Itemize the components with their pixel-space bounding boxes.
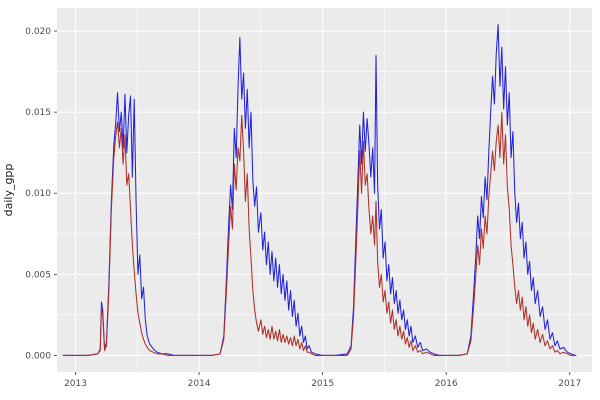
y-tick-label: 0.015 <box>25 108 51 118</box>
y-tick-label: 0.020 <box>25 27 51 37</box>
axis-labels: 2013 2014 2015 2016 2017 0.000 0.005 0.010 0.015… <box>25 27 581 389</box>
axis-ticks <box>54 30 571 375</box>
y-tick-label: 0.010 <box>25 189 51 199</box>
y-tick-label: 0.000 <box>25 351 51 361</box>
x-tick-label: 2016 <box>435 379 458 389</box>
x-tick-label: 2013 <box>64 379 87 389</box>
x-tick-label: 2014 <box>188 379 211 389</box>
x-tick-label: 2017 <box>558 379 581 389</box>
x-tick-label: 2015 <box>311 379 334 389</box>
series-line-red <box>62 111 577 356</box>
y-axis-title: daily_gpp <box>2 164 15 217</box>
y-tick-label: 0.005 <box>25 270 51 280</box>
